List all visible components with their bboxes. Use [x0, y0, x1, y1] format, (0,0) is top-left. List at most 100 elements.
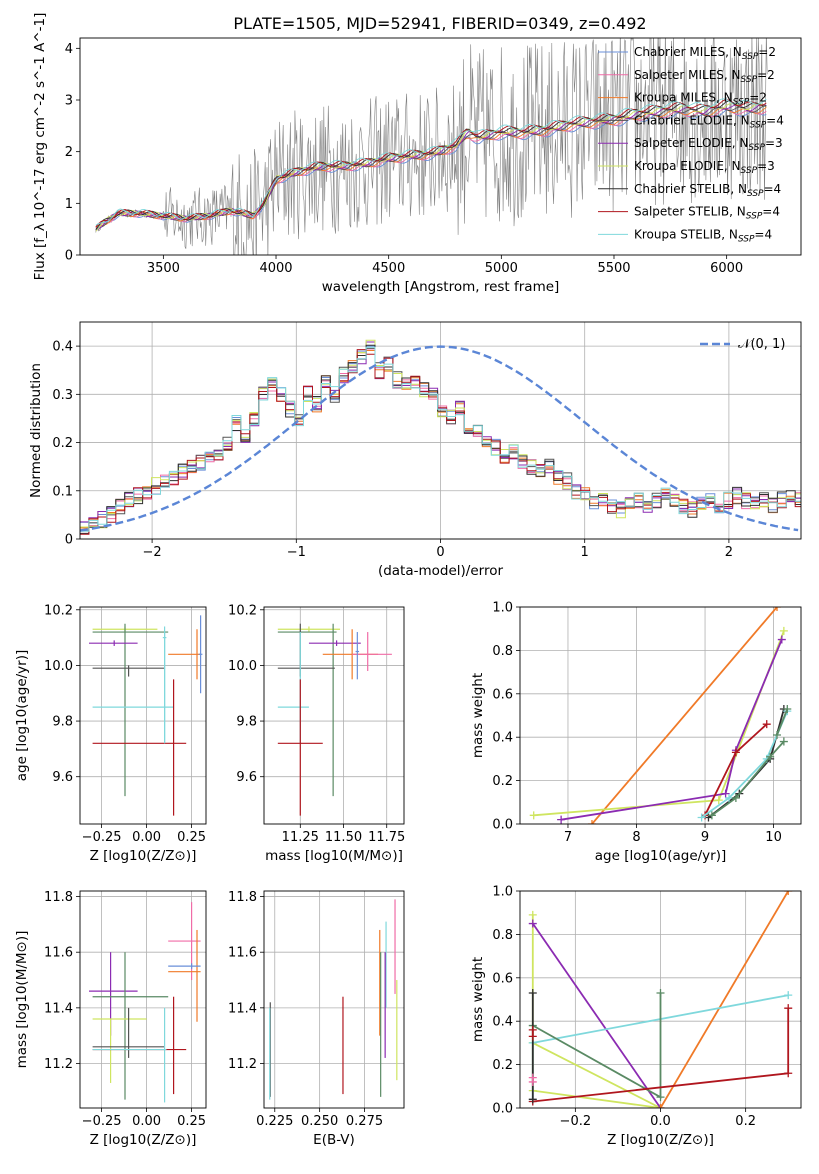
errorbar [92, 679, 187, 816]
errorbar [92, 1007, 165, 1058]
errorbar [92, 1007, 167, 1103]
weight-marker [784, 1069, 793, 1078]
ytick-label: 11.6 [228, 946, 257, 961]
ytick-label: 9.8 [52, 715, 73, 730]
weight-marker [587, 820, 596, 824]
weight-line [591, 607, 778, 824]
legend: Chabrier MILES, NSSP=2 Salpeter MILES, NS… [598, 45, 784, 244]
xtick-label: 1 [581, 545, 589, 560]
axes-frame [79, 321, 802, 540]
weight-marker [779, 737, 788, 746]
model-kroupa-miles [95, 107, 767, 228]
ytick-label: 0.8 [492, 644, 513, 659]
ytick-label: 0.4 [52, 340, 73, 355]
weight-marker [528, 988, 537, 997]
xtick-label: 0.25 [177, 830, 206, 845]
model-kroupa-elodie [95, 102, 767, 232]
ytick-label: 11.2 [44, 1057, 73, 1072]
ytick-label: 0.4 [492, 1015, 513, 1030]
xtick-label: 4500 [372, 261, 405, 276]
xtick-label: −0.25 [82, 830, 122, 845]
errorbar [92, 632, 174, 744]
errorbar [277, 626, 341, 633]
errorbar [168, 963, 201, 969]
errorbar [277, 623, 337, 797]
errorbar-plot [89, 902, 201, 1103]
weight-marker [528, 919, 537, 928]
axes-frame [263, 890, 405, 1109]
weight-line [659, 891, 789, 1108]
legend-label: Kroupa MILES, NSSP=2 [634, 91, 767, 108]
errorbar [92, 623, 169, 797]
histogram-salpeter-miles [80, 349, 801, 535]
errorbar-plot [277, 623, 392, 816]
weight-marker [773, 607, 782, 611]
weight-marker [656, 1093, 665, 1102]
errorbar [92, 1018, 147, 1083]
legend-label: Salpeter MILES, NSSP=2 [634, 68, 775, 85]
y-axis-label: Normed distribution [28, 363, 44, 498]
histogram-kroupa-miles [80, 350, 801, 529]
xtick-label: −2 [143, 545, 162, 560]
x-axis-label: Z [log10(Z/Z⊙)] [90, 848, 197, 864]
xtick-label: 2 [725, 545, 733, 560]
weight-marker [714, 796, 723, 805]
errorbar [352, 632, 392, 671]
xtick-label: 11.50 [325, 830, 362, 845]
xtick-label: −0.25 [82, 1114, 122, 1129]
axes-frame [79, 606, 207, 825]
weight-line [701, 710, 789, 819]
x-axis-label: (data-model)/error [378, 563, 504, 579]
ytick-label: 0.6 [492, 687, 513, 702]
xtick-label: 0 [436, 545, 444, 560]
legend-label: 𝒩(0, 1) [738, 337, 785, 352]
legend-label: Kroupa STELIB, NSSP=4 [634, 227, 772, 244]
xtick-label: 3500 [147, 261, 180, 276]
xtick-label: 0.2 [735, 1114, 756, 1129]
legend-label: Salpeter STELIB, NSSP=4 [634, 205, 780, 222]
histogram-chabrier-stelib [80, 344, 801, 534]
ytick-label: 9.8 [236, 715, 257, 730]
ytick-label: 10.0 [44, 659, 73, 674]
x-axis-label: mass [log10(M/M⊙)] [265, 848, 403, 864]
weight-marker [697, 813, 706, 822]
weight-marker [656, 988, 665, 997]
xtick-label: 7 [564, 830, 572, 845]
weight-marker [725, 793, 734, 802]
axes-residuals: −2 −1 0 1 2 0 0.1 0.2 0.3 0.4 (data-model)/error No… [28, 322, 801, 579]
ytick-label: 0.2 [492, 1058, 513, 1073]
xtick-label: −0.2 [560, 1114, 592, 1129]
legend: 𝒩(0, 1) [700, 337, 785, 352]
xtick-label: 0.0 [650, 1114, 671, 1129]
histogram-salpeter-stelib [80, 349, 801, 535]
weight-line [776, 708, 789, 736]
x-axis-label: Z [log10(Z/Z⊙)] [90, 1132, 197, 1148]
axes-frame [79, 37, 802, 256]
x-axis-label: wavelength [Angstrom, rest frame] [322, 279, 560, 295]
axes-mass-vs-Z: −0.25 0.00 0.25 11.2 11.4 11.6 11.8 Z [log10(Z/… [14, 890, 206, 1148]
weight-marker [529, 811, 538, 820]
weight-line [560, 639, 783, 821]
ytick-label: 0.6 [492, 971, 513, 986]
errorbar [162, 626, 167, 744]
weight-marker [528, 1095, 537, 1104]
x-axis-label: Z [log10(Z/Z⊙)] [607, 1132, 714, 1148]
xtick-label: 6000 [710, 261, 743, 276]
weight-marker [731, 748, 740, 757]
ytick-label: 0 [65, 533, 73, 548]
ytick-label: 0 [65, 249, 73, 264]
weight-marker [766, 752, 775, 761]
xtick-label: 0.225 [256, 1114, 293, 1129]
weight-marker [784, 1004, 793, 1013]
weight-marker [731, 793, 740, 802]
figure-title: PLATE=1505, MJD=52941, FIBERID=0349, z=0… [233, 14, 646, 33]
weight-line [532, 922, 662, 1108]
ytick-label: 11.4 [44, 1001, 73, 1016]
legend-label: Chabrier ELODIE, NSSP=4 [634, 113, 784, 130]
ytick-label: 0.0 [492, 1102, 513, 1117]
errorbar [168, 929, 201, 1022]
weight-line [711, 740, 785, 817]
x-axis-label: age [log10(age/yr)] [595, 848, 727, 864]
axes-spectrum: 3500 4000 4500 5000 5500 6000 0 1 2 3 4 wavelength … [32, 13, 743, 295]
